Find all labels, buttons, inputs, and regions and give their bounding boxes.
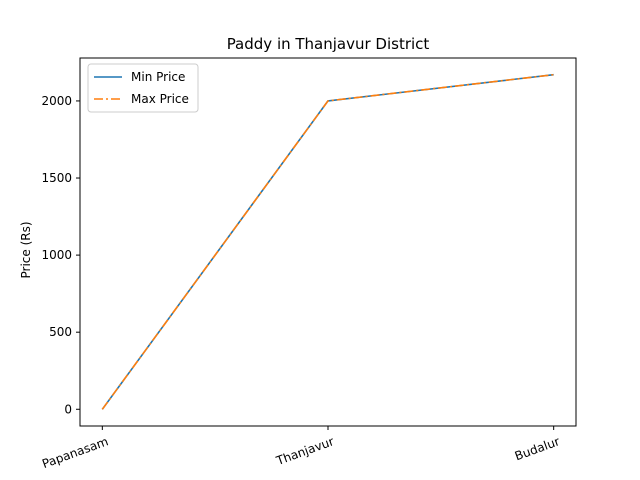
- legend-box: [87, 63, 199, 113]
- series-line-0: [101, 73, 554, 410]
- y-tick-label: 0: [64, 402, 72, 416]
- y-tick-label: 1000: [41, 248, 72, 262]
- y-tick-label: 2000: [41, 94, 72, 108]
- legend-label-1: Max Price: [131, 92, 189, 106]
- x-tick-label: Papanasam: [40, 434, 110, 471]
- legend-label-0: Min Price: [131, 70, 185, 84]
- plot-frame: [79, 57, 577, 427]
- chart-title: Paddy in Thanjavur District: [227, 35, 430, 53]
- y-tick-label: 500: [49, 325, 72, 339]
- y-axis-label: Price (Rs): [19, 221, 33, 278]
- series-line-1: [101, 73, 554, 410]
- plot-area: 0 500 1000 1500 2000 Papanasam Thanjavur Budalu…: [40, 57, 577, 471]
- y-tick-label: 1500: [41, 171, 72, 185]
- legend: Min Price Max Price: [87, 63, 199, 113]
- x-tick-label: Thanjavur: [274, 434, 336, 468]
- x-tick-label: Budalur: [513, 434, 562, 463]
